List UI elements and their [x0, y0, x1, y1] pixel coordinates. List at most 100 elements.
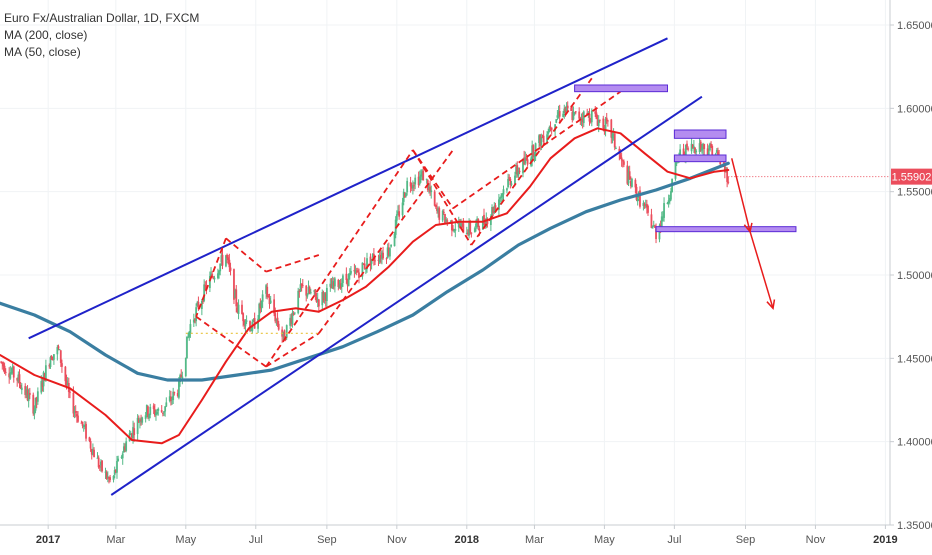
x-tick-label: Jul	[667, 534, 681, 546]
dashed-pattern-line	[265, 332, 320, 368]
candle-body	[236, 307, 239, 313]
candle-body	[130, 433, 133, 438]
last-price-tag	[891, 168, 932, 185]
candle-body	[366, 258, 368, 270]
candle-body	[218, 270, 220, 275]
candle-body	[176, 392, 179, 397]
candle-body	[64, 366, 67, 382]
candle-body	[35, 397, 38, 402]
candle-body	[235, 289, 238, 307]
projection-arrowhead	[766, 299, 776, 310]
candle-body	[446, 220, 449, 222]
candle-body	[387, 248, 390, 255]
candle-body	[702, 143, 704, 149]
candle-body	[437, 208, 440, 213]
candle-body	[73, 411, 76, 413]
candle-body	[389, 248, 391, 257]
candle-body	[252, 319, 255, 322]
projection-arrow-line	[749, 231, 774, 309]
candle-body	[494, 205, 497, 210]
candle-body	[147, 406, 149, 418]
candle-body	[51, 359, 54, 361]
dashed-pattern-line	[452, 90, 621, 210]
x-tick-label: Sep	[317, 534, 337, 546]
ma200-line	[0, 161, 730, 382]
candle-body	[25, 389, 28, 396]
candle-body	[526, 159, 529, 165]
candle-body	[137, 419, 140, 423]
candle-body	[145, 405, 148, 416]
candle-body	[379, 254, 382, 259]
candle-body	[420, 174, 422, 177]
candle-body	[524, 157, 527, 164]
candle-body	[507, 178, 509, 188]
candle-body	[20, 387, 23, 390]
last-price-label: 1.55902	[892, 172, 932, 184]
candle-body	[149, 406, 152, 415]
candle-body	[508, 177, 511, 179]
candle-body	[338, 284, 341, 289]
candle-body	[277, 323, 280, 330]
candle-body	[398, 211, 401, 217]
candle-body	[89, 441, 92, 449]
candle-body	[698, 143, 701, 153]
candle-body	[204, 284, 207, 286]
candle-body	[393, 233, 396, 247]
candle-body	[181, 376, 184, 379]
candle-body	[467, 232, 469, 235]
candle-body	[666, 202, 669, 204]
candle-body	[465, 232, 468, 235]
candle-body	[660, 216, 663, 228]
dashed-pattern-line	[225, 237, 267, 273]
candle-body	[184, 357, 187, 377]
candle-body	[506, 188, 508, 191]
candle-body	[3, 365, 6, 373]
candle-body	[168, 396, 171, 401]
candle-body	[114, 469, 117, 473]
candle-body	[301, 285, 304, 287]
candle-body	[363, 263, 366, 269]
candle-body	[220, 255, 223, 263]
candle-body	[273, 299, 276, 314]
candle-body	[353, 269, 356, 272]
candle-body	[453, 229, 456, 232]
candle-body	[604, 118, 607, 132]
candle-body	[502, 189, 505, 195]
candle-body	[306, 294, 309, 297]
candle-body	[478, 228, 481, 231]
candle-body	[411, 185, 414, 189]
candle-body	[550, 127, 553, 130]
candle-body	[468, 222, 470, 236]
candle-body	[329, 283, 332, 287]
candle-body	[32, 394, 35, 414]
candle-body	[418, 176, 421, 185]
candle-body	[653, 226, 656, 228]
candle-body	[350, 270, 352, 274]
x-tick-label: 2017	[36, 534, 60, 546]
candle-body	[613, 133, 616, 148]
candle-body	[434, 205, 437, 207]
candle-body	[525, 157, 528, 160]
candle-body	[139, 419, 141, 423]
candle-body	[445, 219, 448, 222]
candle-body	[500, 195, 503, 198]
candle-body	[647, 205, 649, 213]
candle-body	[187, 336, 189, 338]
candle-body	[269, 300, 272, 304]
candle-body	[402, 191, 405, 202]
dashed-pattern-line	[412, 149, 473, 246]
candle-body	[717, 151, 719, 156]
candle-body	[97, 457, 100, 468]
candle-body	[261, 294, 264, 302]
candle-body	[69, 391, 71, 393]
candle-body	[566, 105, 569, 109]
candle-body	[481, 216, 484, 230]
zone-box	[574, 84, 669, 93]
x-tick-label: Sep	[736, 534, 756, 546]
candle-body	[157, 408, 160, 411]
candle-body	[66, 382, 69, 386]
candle-body	[652, 225, 655, 227]
candle-body	[589, 120, 592, 123]
